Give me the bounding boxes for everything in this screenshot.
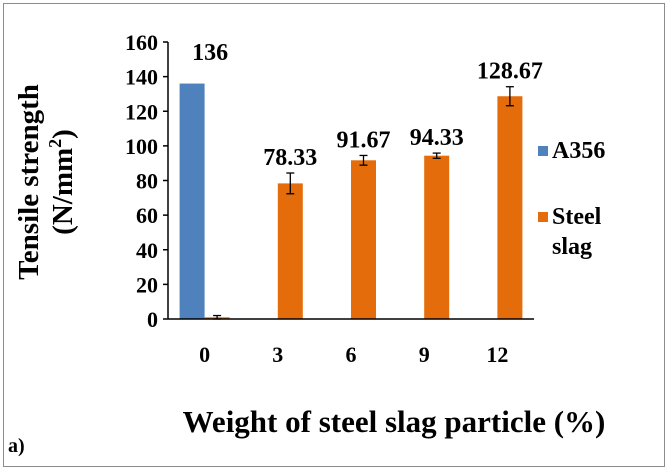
legend-label-a356: A356 [552, 138, 605, 164]
panel-label: a) [8, 435, 25, 457]
x-tick-label: 12 [486, 342, 508, 367]
y-axis-title-line1: Tensile strength [13, 84, 45, 280]
legend-swatch-steel-slag [538, 212, 548, 222]
y-tick-label: 80 [136, 169, 158, 194]
legend-label-steel-slag-line2: slag [552, 234, 592, 260]
data-label: 78.33 [263, 145, 317, 171]
y-tick-label: 20 [136, 272, 158, 297]
data-label: 136 [192, 40, 228, 66]
legend-swatch-a356 [538, 146, 548, 156]
legend-label-steel-slag-line1: Steel [552, 204, 602, 230]
y-axis-title: Tensile strength (N/mm2) [13, 84, 79, 280]
bar-steel-slag [277, 183, 303, 319]
data-labels: 136 78.33 91.67 94.33 128.67 [192, 40, 543, 171]
bars [179, 83, 523, 320]
chart-frame [3, 3, 665, 467]
bar-steel-slag [497, 96, 523, 320]
x-tick-label: 3 [272, 342, 283, 367]
y-axis-ticks: 0 20 40 60 80 100 120 140 160 [125, 30, 168, 332]
legend: A356 Steel slag [538, 138, 605, 260]
y-tick-label: 120 [125, 99, 158, 124]
y-tick-label: 60 [136, 203, 158, 228]
data-label: 128.67 [477, 59, 543, 85]
bar-a356 [179, 83, 205, 319]
x-axis-ticks: 0 3 6 9 12 [199, 342, 508, 367]
x-tick-label: 0 [199, 342, 210, 367]
y-tick-label: 160 [125, 30, 158, 55]
y-tick-label: 40 [136, 238, 158, 263]
data-label: 91.67 [337, 127, 391, 153]
data-label: 94.33 [410, 125, 464, 151]
x-tick-label: 9 [419, 342, 430, 367]
y-tick-label: 140 [125, 65, 158, 90]
bar-steel-slag [424, 155, 450, 319]
bar-steel-slag [351, 160, 376, 319]
x-axis-title: Weight of steel slag particle (%) [183, 404, 606, 439]
x-tick-label: 6 [346, 342, 357, 367]
y-tick-label: 100 [125, 134, 158, 159]
y-axis-title-line2: (N/mm2) [45, 129, 79, 235]
y-tick-label: 0 [147, 307, 158, 332]
